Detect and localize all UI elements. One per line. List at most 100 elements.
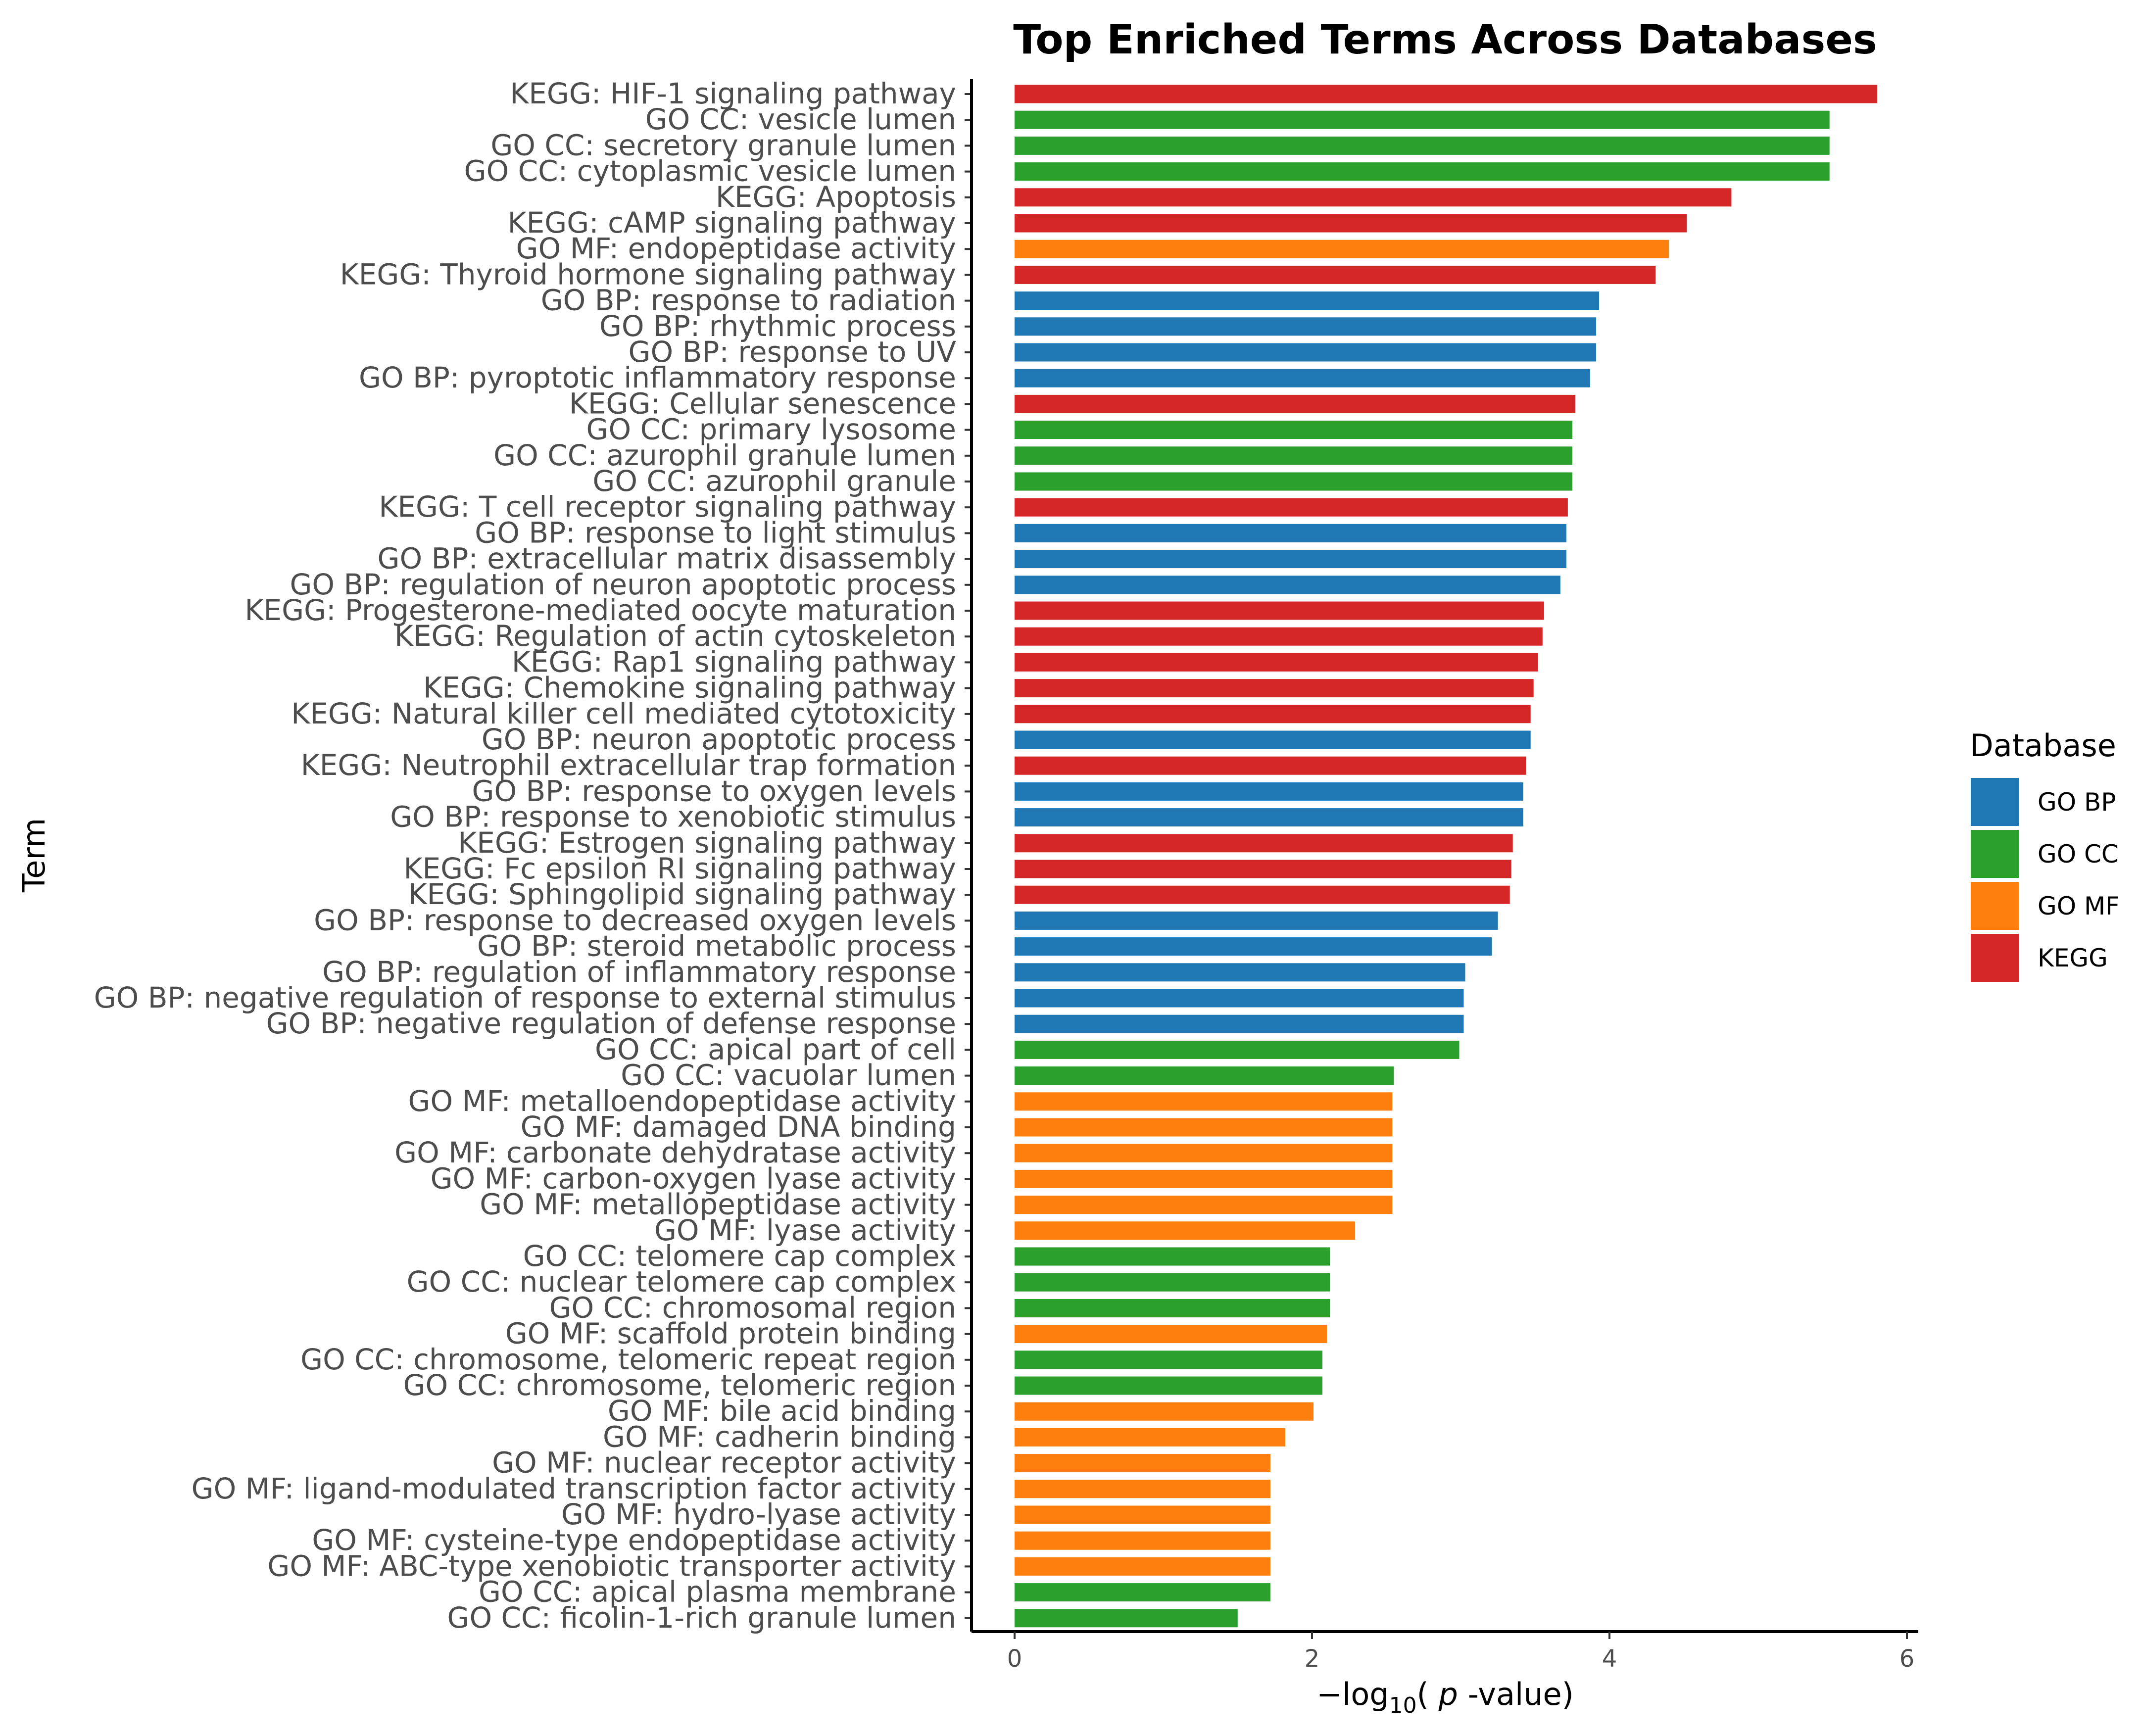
- bar: [1015, 1066, 1394, 1085]
- bar: [1015, 1428, 1285, 1447]
- bar: [1015, 782, 1523, 801]
- term-label: GO MF: metalloendopeptidase activity: [408, 1084, 957, 1118]
- bar: [1015, 1040, 1460, 1059]
- bar: [1015, 1583, 1270, 1602]
- legend-label: KEGG: [2038, 944, 2108, 972]
- legend-swatch: [1971, 778, 2019, 826]
- term-label: KEGG: Neutrophil extracellular trap form…: [301, 748, 956, 782]
- term-label: GO BP: rhythmic process: [599, 309, 956, 343]
- term-label: GO BP: response to xenobiotic stimulus: [390, 800, 956, 834]
- bar: [1015, 524, 1566, 542]
- term-label: GO CC: secretory granule lumen: [490, 128, 956, 162]
- bar: [1015, 214, 1687, 233]
- term-label: GO MF: hydro-lyase activity: [561, 1497, 956, 1531]
- bar: [1015, 136, 1830, 155]
- term-label: KEGG: Thyroid hormone signaling pathway: [340, 257, 956, 291]
- term-label: GO CC: vacuolar lumen: [621, 1059, 956, 1092]
- bar: [1015, 421, 1572, 439]
- bar: [1015, 265, 1656, 284]
- term-label: GO MF: ABC-type xenobiotic transporter a…: [267, 1549, 956, 1583]
- bar: [1015, 1376, 1322, 1395]
- bar: [1015, 85, 1877, 103]
- x-axis-title: −log10( p -value): [1316, 1676, 1574, 1718]
- x-axis-title-subscript: 10: [1389, 1693, 1417, 1718]
- bar: [1015, 343, 1596, 362]
- term-label: GO BP: response to oxygen levels: [472, 774, 957, 808]
- bar: [1015, 860, 1511, 878]
- term-label: GO CC: azurophil granule: [592, 464, 956, 498]
- term-label: GO BP: regulation of neuron apoptotic pr…: [290, 568, 956, 601]
- bar: [1015, 963, 1465, 982]
- x-tick-label: 4: [1602, 1645, 1617, 1673]
- term-label: GO BP: negative regulation of defense re…: [266, 1007, 956, 1040]
- bar: [1015, 498, 1568, 517]
- term-label: GO MF: cysteine-type endopeptidase activ…: [312, 1523, 956, 1557]
- bar: [1015, 601, 1544, 620]
- term-label: GO MF: carbonate dehydratase activity: [394, 1136, 956, 1169]
- bar: [1015, 1299, 1330, 1317]
- bar: [1015, 291, 1599, 310]
- bar: [1015, 110, 1830, 129]
- term-label: GO CC: telomere cap complex: [523, 1239, 956, 1273]
- x-axis-title-prefix: −log: [1316, 1676, 1389, 1712]
- x-tick-label: 0: [1007, 1645, 1022, 1673]
- term-label: GO CC: azurophil granule lumen: [493, 438, 956, 472]
- term-label: KEGG: Rap1 signaling pathway: [512, 645, 956, 678]
- bar: [1015, 1350, 1322, 1369]
- bar: [1015, 472, 1572, 491]
- bar: [1015, 446, 1572, 465]
- x-axis-title-italic: p: [1438, 1676, 1458, 1712]
- x-tick-label: 2: [1305, 1645, 1320, 1673]
- y-axis-title: Term: [16, 818, 52, 893]
- bar: [1015, 1247, 1330, 1266]
- bar: [1015, 627, 1543, 646]
- x-ticks: 0 2 4 6: [1007, 1632, 1915, 1673]
- bar: [1015, 1505, 1270, 1524]
- term-label: KEGG: cAMP signaling pathway: [508, 206, 956, 240]
- bar: [1015, 808, 1523, 827]
- term-label: GO MF: endopeptidase activity: [516, 232, 956, 265]
- bar: [1015, 834, 1513, 853]
- bar: [1015, 885, 1510, 904]
- term-label: KEGG: Natural killer cell mediated cytot…: [291, 697, 956, 730]
- legend-label: GO MF: [2038, 892, 2120, 920]
- term-label: GO MF: metallopeptidase activity: [480, 1188, 956, 1221]
- term-label: KEGG: Apoptosis: [716, 180, 956, 214]
- term-label: KEGG: Chemokine signaling pathway: [423, 671, 956, 705]
- term-label: GO CC: apical part of cell: [595, 1032, 956, 1066]
- term-label: GO BP: steroid metabolic process: [477, 929, 956, 963]
- term-label: GO MF: scaffold protein binding: [505, 1317, 956, 1350]
- chart-title: Top Enriched Terms Across Databases: [1013, 16, 1877, 63]
- bar: [1015, 937, 1492, 956]
- term-label: GO BP: regulation of inflammatory respon…: [322, 955, 956, 989]
- term-label: KEGG: Cellular senescence: [569, 386, 956, 420]
- term-label: KEGG: Progesterone-mediated oocyte matur…: [244, 593, 956, 627]
- term-label: GO BP: response to UV: [629, 335, 957, 369]
- bar: [1015, 1609, 1238, 1628]
- legend-label: GO CC: [2038, 840, 2119, 868]
- term-label: GO BP: neuron apoptotic process: [482, 723, 956, 756]
- legend: Database GO BP GO CC GO MF KEGG: [1970, 727, 2120, 982]
- term-label: KEGG: Sphingolipid signaling pathway: [408, 877, 956, 911]
- bar: [1015, 756, 1526, 775]
- bars: [1015, 85, 1877, 1628]
- term-label: KEGG: HIF-1 signaling pathway: [510, 77, 956, 110]
- term-label: GO MF: damaged DNA binding: [521, 1110, 956, 1144]
- term-label: GO BP: response to light stimulus: [475, 516, 956, 549]
- bar: [1015, 653, 1538, 672]
- bar: [1015, 317, 1596, 336]
- bar: [1015, 679, 1534, 698]
- term-label: GO BP: response to decreased oxygen leve…: [314, 903, 956, 937]
- bar: [1015, 550, 1566, 569]
- term-label: GO CC: chromosome, telomeric repeat regi…: [300, 1343, 956, 1376]
- term-label: KEGG: Regulation of actin cytoskeleton: [394, 619, 956, 653]
- bar: [1015, 730, 1531, 749]
- bar: [1015, 240, 1669, 258]
- bar: [1015, 1196, 1393, 1214]
- bar: [1015, 1480, 1270, 1498]
- term-label: GO CC: primary lysosome: [586, 413, 956, 446]
- x-tick-label: 6: [1899, 1645, 1915, 1673]
- term-label: GO CC: chromosome, telomeric region: [403, 1368, 956, 1402]
